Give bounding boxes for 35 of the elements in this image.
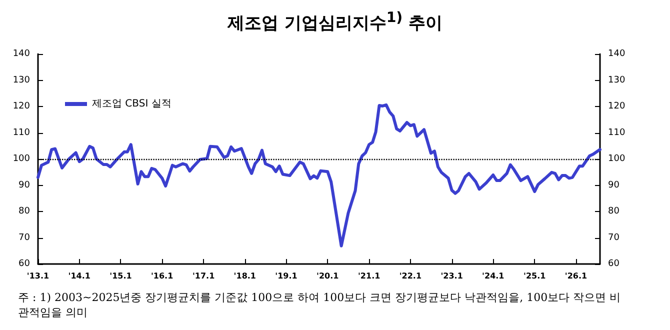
y-tick-label: 130 bbox=[12, 75, 30, 86]
y-tick-label: 110 bbox=[12, 128, 30, 138]
y-tick-label: 70 bbox=[18, 232, 30, 243]
x-tick-label: '25.1 bbox=[524, 272, 546, 280]
x-tick-label: '16.1 bbox=[150, 272, 174, 280]
x-tick-label: '19.1 bbox=[275, 272, 298, 280]
text: 주 : 1) 2003~2025년중 장기평균치를 기준값 100으로 하여 100보다 크면 장기평균보다 낙관적임을, 100보다 작으면 비관적임을 의미 bbox=[17, 290, 622, 320]
y2-tick-label: 100 bbox=[608, 154, 626, 164]
x-tick-label: '13.1 bbox=[26, 272, 50, 280]
y-tick-label: 80 bbox=[18, 206, 30, 216]
x-tick-label: '20.1 bbox=[316, 272, 340, 280]
x-tick-label: '24.1 bbox=[482, 272, 505, 280]
y2-tick-label: 80 bbox=[608, 206, 620, 216]
y2-tick-label: 60 bbox=[608, 259, 620, 269]
chart-title: 제조업 기업심리지수$^{1)}$ 추이 bbox=[226, 9, 444, 36]
x-tick-label: '14.1 bbox=[68, 272, 91, 280]
y2-tick-label: 90 bbox=[608, 180, 620, 190]
y-tick-label: 90 bbox=[18, 180, 30, 190]
legend-label: 제조업 CBSI 실적 bbox=[92, 98, 172, 110]
x-tick-label: '15.1 bbox=[110, 272, 132, 280]
y2-tick-label: 110 bbox=[608, 128, 626, 138]
x-tick-label: '23.1 bbox=[440, 272, 464, 280]
x-tick-label: '22.1 bbox=[399, 272, 422, 280]
x-tick-label: '21.1 bbox=[358, 272, 381, 280]
y2-tick-label: 140 bbox=[608, 49, 626, 59]
x-tick-label: '26.1 bbox=[564, 272, 588, 280]
y2-tick-label: 120 bbox=[608, 102, 626, 112]
x-tick-label: '17.1 bbox=[192, 272, 216, 280]
y2-tick-label: 70 bbox=[608, 232, 620, 243]
x-tick-label: '18.1 bbox=[234, 272, 256, 280]
y-tick-label: 100 bbox=[12, 154, 30, 164]
y2-tick-label: 130 bbox=[608, 75, 626, 86]
y-tick-label: 120 bbox=[12, 102, 30, 112]
y-tick-label: 60 bbox=[18, 259, 30, 269]
y-tick-label: 140 bbox=[12, 49, 30, 59]
